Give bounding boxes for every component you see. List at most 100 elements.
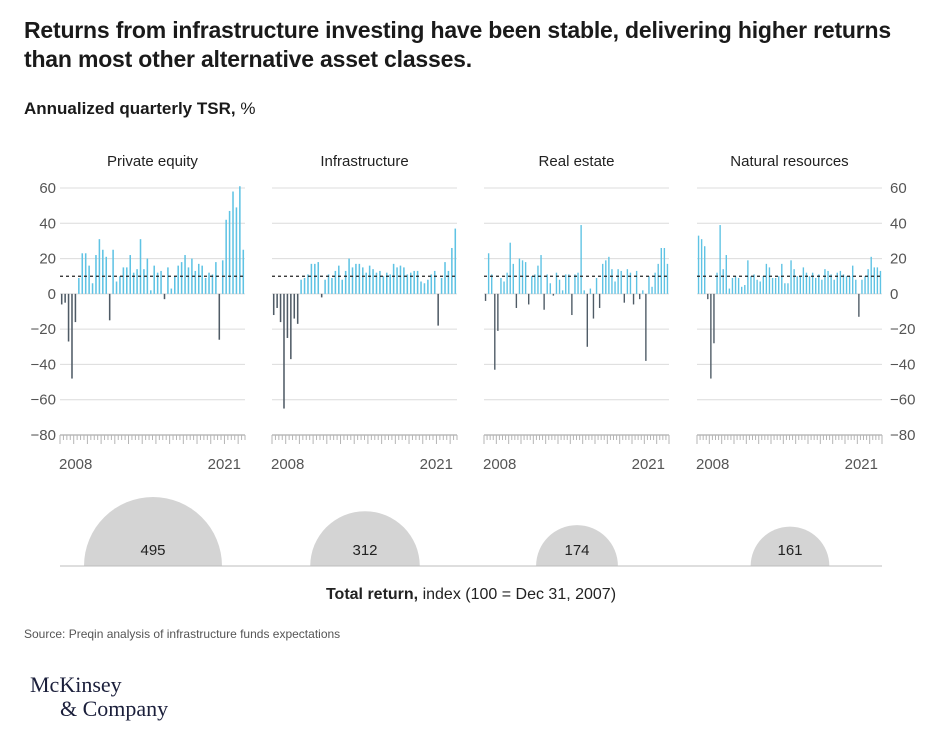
bar-natural-resources — [759, 281, 761, 294]
bar-natural-resources — [765, 263, 768, 294]
bar-natural-resources — [719, 225, 721, 294]
bar-natural-resources — [808, 276, 811, 294]
bar-infrastructure — [324, 279, 326, 294]
bar-natural-resources — [725, 255, 727, 294]
bar-real-estate — [565, 274, 567, 294]
bar-private-equity — [95, 255, 97, 294]
bar-infrastructure — [300, 279, 302, 294]
x-label-start: 2008 — [59, 456, 92, 473]
bar-natural-resources — [774, 277, 777, 294]
bar-infrastructure — [348, 258, 350, 294]
chart-area: 60 60 40 40 20 20 0 0 −20 −20 −40 −40 −60 −60 −80 −80 Pr… — [31, 153, 916, 603]
bar-real-estate — [611, 269, 613, 294]
bar-infrastructure — [444, 262, 446, 294]
bubble-infrastructure — [310, 511, 420, 566]
bar-real-estate — [549, 283, 551, 294]
bar-natural-resources — [762, 276, 764, 294]
bar-infrastructure — [307, 274, 309, 294]
bar-infrastructure — [341, 279, 343, 294]
bar-real-estate — [543, 293, 545, 310]
bar-natural-resources — [768, 267, 771, 294]
bar-real-estate — [534, 274, 536, 294]
bar-infrastructure — [303, 277, 306, 294]
bar-private-equity — [204, 277, 207, 294]
bar-natural-resources — [734, 276, 737, 294]
bar-natural-resources — [796, 276, 798, 294]
bar-natural-resources — [827, 270, 829, 294]
bar-real-estate — [555, 272, 558, 294]
bar-private-equity — [228, 210, 231, 294]
bar-private-equity — [160, 270, 162, 294]
bar-private-equity — [60, 293, 63, 305]
subtitle-unit: % — [235, 99, 256, 118]
bar-private-equity — [215, 262, 217, 294]
bar-natural-resources — [710, 293, 712, 379]
chart-title: Returns from infrastructure investing ha… — [24, 17, 891, 72]
bubble-axis-label-rest: index (100 = Dec 31, 2007) — [418, 586, 616, 603]
bar-private-equity — [143, 269, 145, 294]
bar-real-estate — [571, 293, 573, 316]
bar-real-estate — [491, 274, 493, 294]
bar-real-estate — [651, 286, 653, 294]
bar-infrastructure — [296, 293, 299, 324]
bar-natural-resources — [852, 265, 854, 294]
bar-infrastructure — [334, 270, 337, 294]
bar-natural-resources — [781, 263, 783, 294]
bar-private-equity — [102, 249, 104, 294]
bar-private-equity — [129, 255, 131, 294]
bar-natural-resources — [707, 293, 709, 300]
bar-infrastructure — [420, 281, 422, 294]
bar-real-estate — [595, 277, 598, 294]
bar-infrastructure — [386, 272, 388, 294]
y-tick-label-left: 60 — [39, 180, 56, 197]
bar-real-estate — [528, 293, 530, 305]
bar-real-estate — [515, 293, 518, 308]
bar-infrastructure — [362, 267, 364, 294]
logo-line-1: McKinsey — [30, 672, 122, 697]
bar-private-equity — [197, 263, 200, 294]
bar-private-equity — [139, 239, 142, 294]
bar-infrastructure — [286, 293, 289, 338]
y-tick-label-left: −80 — [31, 427, 56, 444]
bar-real-estate — [537, 265, 539, 294]
bar-natural-resources — [713, 293, 715, 344]
bar-natural-resources — [876, 267, 879, 294]
x-label-end: 2021 — [420, 456, 453, 473]
bar-infrastructure — [413, 270, 415, 294]
bar-private-equity — [78, 277, 80, 294]
bar-natural-resources — [855, 279, 857, 294]
panel-title-infrastructure: Infrastructure — [320, 153, 408, 170]
bar-natural-resources — [845, 276, 848, 294]
bar-natural-resources — [737, 277, 740, 294]
bar-real-estate — [518, 258, 521, 294]
bar-natural-resources — [784, 283, 786, 294]
panel-title-real-estate: Real estate — [539, 153, 615, 170]
bar-natural-resources — [836, 272, 838, 294]
bar-infrastructure — [392, 263, 395, 294]
bar-private-equity — [108, 293, 111, 321]
bar-private-equity — [119, 276, 121, 294]
bar-infrastructure — [314, 263, 316, 294]
y-tick-label-left: 20 — [39, 251, 56, 268]
bar-infrastructure — [406, 274, 409, 294]
bar-infrastructure — [437, 293, 439, 326]
bar-private-equity — [163, 293, 166, 300]
bar-natural-resources — [700, 239, 703, 294]
bar-natural-resources — [839, 270, 842, 294]
bar-infrastructure — [293, 293, 296, 319]
bar-natural-resources — [833, 279, 835, 294]
bar-infrastructure — [389, 274, 391, 294]
panel-title-natural-resources: Natural resources — [730, 153, 848, 170]
bubble-value-private-equity: 495 — [140, 542, 165, 559]
bar-real-estate — [512, 263, 514, 294]
bar-infrastructure — [317, 262, 320, 294]
bar-private-equity — [84, 253, 87, 294]
bubble-value-real-estate: 174 — [564, 542, 589, 559]
bar-real-estate — [666, 263, 669, 294]
y-tick-label-right: 40 — [890, 215, 907, 232]
bar-infrastructure — [447, 270, 450, 294]
bar-infrastructure — [351, 267, 354, 294]
bar-private-equity — [74, 293, 77, 323]
bar-infrastructure — [368, 265, 371, 294]
bar-natural-resources — [787, 283, 789, 294]
